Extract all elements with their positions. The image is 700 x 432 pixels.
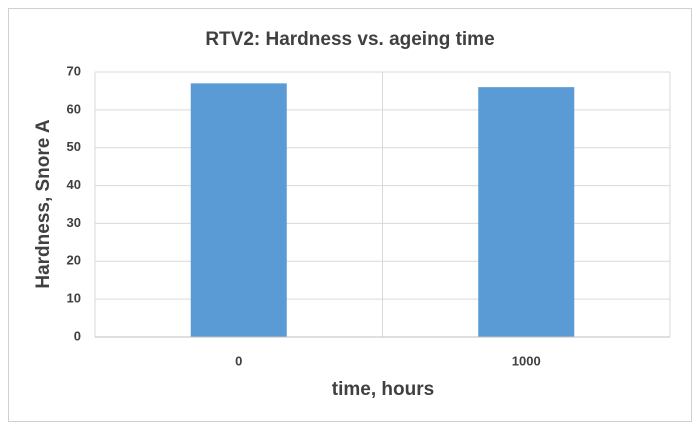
y-tick-label: 40 bbox=[67, 177, 81, 192]
y-tick-label: 10 bbox=[67, 291, 81, 306]
x-axis-label: time, hours bbox=[332, 379, 434, 400]
y-tick-label: 20 bbox=[67, 253, 81, 268]
x-tick-label: 0 bbox=[235, 353, 242, 368]
y-tick-label: 50 bbox=[67, 139, 81, 154]
y-tick-label: 70 bbox=[67, 63, 81, 78]
y-tick-label: 0 bbox=[74, 328, 81, 343]
x-tick-label: 1000 bbox=[512, 353, 541, 368]
y-tick-label: 60 bbox=[67, 101, 81, 116]
bar bbox=[478, 87, 575, 338]
y-tick-label: 30 bbox=[67, 215, 81, 230]
y-axis-label: Hardness, Snore A bbox=[33, 119, 54, 289]
chart-title: RTV2: Hardness vs. ageing time bbox=[205, 29, 494, 50]
chart-border bbox=[8, 8, 692, 422]
bar bbox=[190, 83, 287, 337]
